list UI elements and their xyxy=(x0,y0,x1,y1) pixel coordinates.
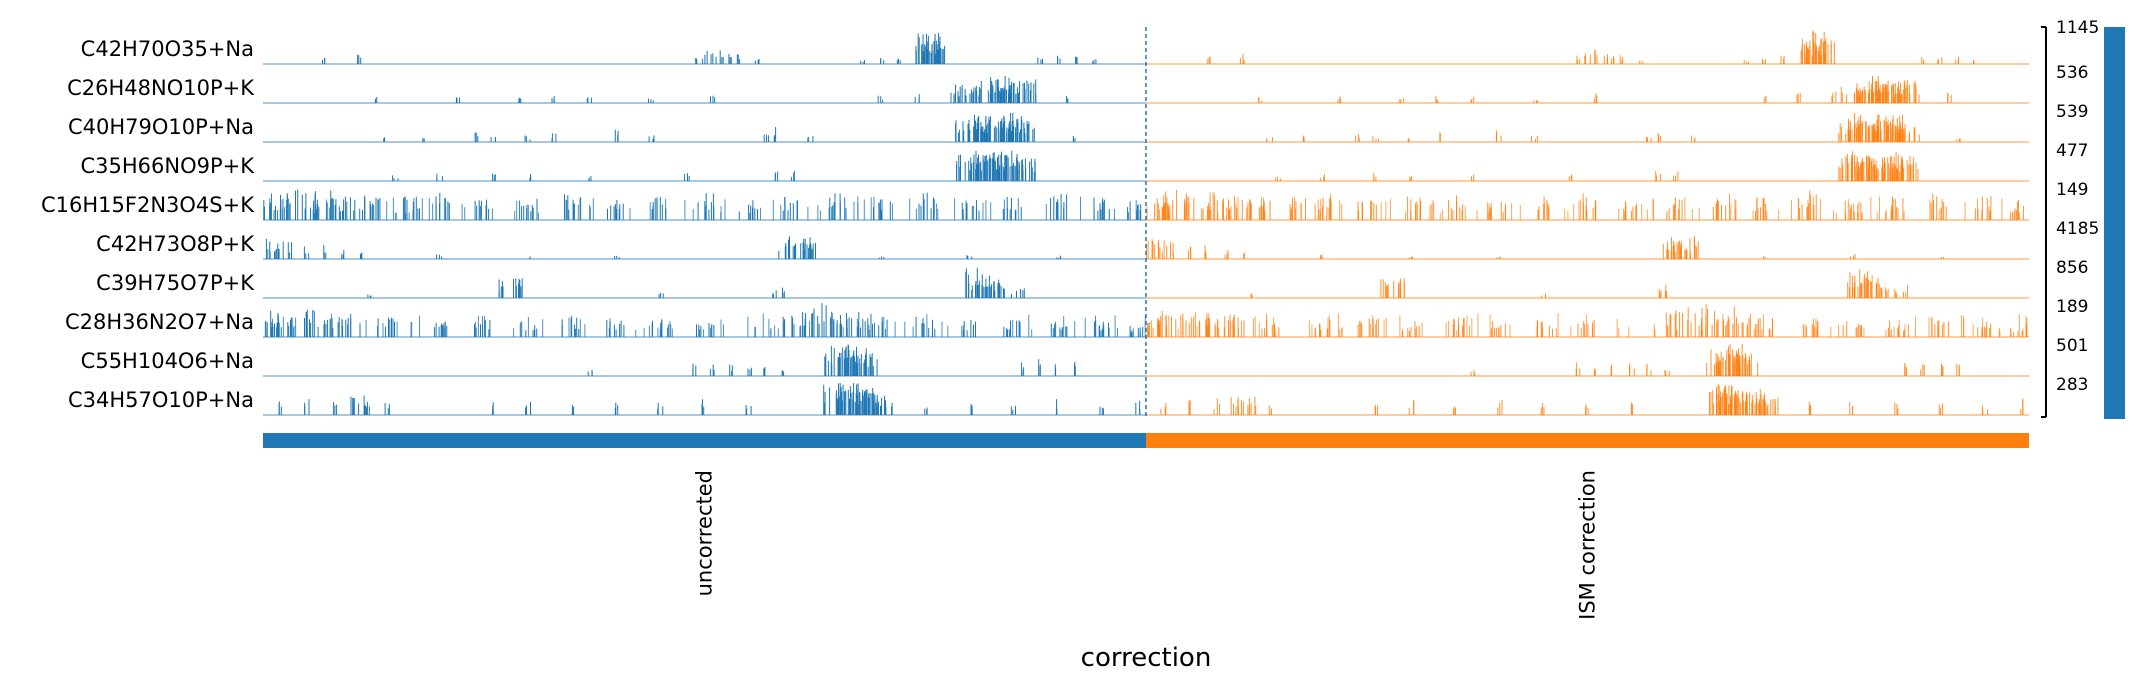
row-label: C16H15F2N3O4S+K xyxy=(41,193,255,217)
group-bars xyxy=(263,433,2029,448)
row-max-label: 477 xyxy=(2056,141,2088,161)
row-label: C39H75O7P+K xyxy=(96,271,255,295)
row-max-label: 501 xyxy=(2056,336,2088,356)
row-max-label: 4185 xyxy=(2056,219,2099,239)
x-axis-title: correction xyxy=(1081,643,1212,673)
row-max-label: 283 xyxy=(2056,375,2088,395)
row-label: C35H66NO9P+K xyxy=(80,154,255,178)
max-labels: 1145 536 539 477 149 4185 856 189 501 283 xyxy=(2041,18,2099,418)
scale-colorbar xyxy=(2104,27,2125,419)
row-max-label: 536 xyxy=(2056,63,2088,83)
group-bar-uncorrected xyxy=(263,433,1146,448)
group-labels: uncorrected ISM correction xyxy=(693,470,1600,620)
row-label: C55H104O6+Na xyxy=(81,349,254,373)
group-bar-ism-correction xyxy=(1146,433,2029,448)
row-max-label: 1145 xyxy=(2056,18,2099,38)
row-label: C28H36N2O7+Na xyxy=(65,310,254,334)
group-label: ISM correction xyxy=(1576,470,1600,620)
row-label: C42H73O8P+K xyxy=(96,232,255,256)
group-label: uncorrected xyxy=(693,470,717,596)
row-max-label: 539 xyxy=(2056,102,2088,122)
row-max-label: 856 xyxy=(2056,258,2088,278)
row-max-label: 149 xyxy=(2056,180,2088,200)
row-labels: C42H70O35+Na C26H48NO10P+K C40H79O10P+Na C3… xyxy=(41,37,255,412)
row-label: C26H48NO10P+K xyxy=(67,76,255,100)
row-max-label: 189 xyxy=(2056,297,2088,317)
tracks xyxy=(263,30,2029,416)
row-label: C40H79O10P+Na xyxy=(68,115,254,139)
row-label: C34H57O10P+Na xyxy=(68,388,254,412)
row-label: C42H70O35+Na xyxy=(81,37,254,61)
